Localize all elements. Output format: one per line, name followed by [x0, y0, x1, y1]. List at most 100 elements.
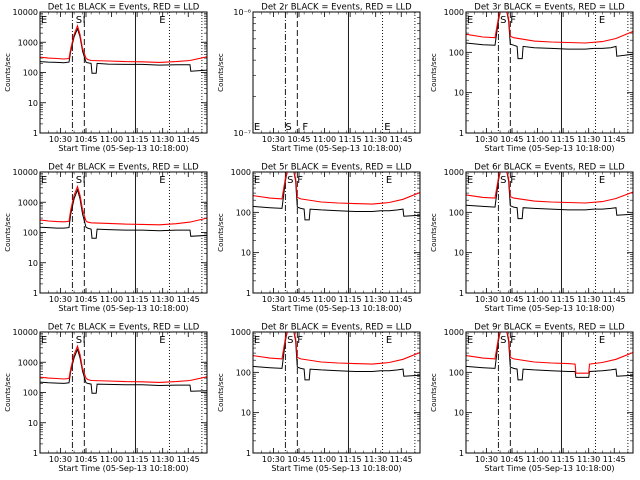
marker-letter: E — [254, 335, 260, 346]
series-group — [466, 12, 633, 60]
marker-letter: E — [386, 175, 392, 186]
x-tick-label: 10:45 — [74, 455, 97, 464]
x-tick-label: 10:30 — [49, 295, 72, 304]
y-tick-label: 100 — [449, 368, 464, 377]
y-tick-label: 1 — [459, 129, 464, 138]
x-tick-label: 11:45 — [390, 135, 413, 144]
x-tick-label: 10:45 — [287, 295, 310, 304]
y-tick-label: 1000 — [231, 328, 251, 337]
y-tick-label: 10000 — [13, 8, 38, 17]
x-tick-label: 11:15 — [339, 455, 362, 464]
marker-letter: F — [297, 335, 303, 346]
panel-title: Det 1c BLACK = Events, RED = LLD — [48, 3, 200, 13]
detector-panel: Det 3r BLACK = Events, RED = LLD 1 10 100 10… — [430, 3, 634, 153]
panel-title: Det 2r BLACK = Events, RED = LLD — [261, 3, 412, 13]
x-tick-label: 10:45 — [500, 455, 523, 464]
marker-letter: E — [159, 175, 165, 186]
y-axis-label: Counts/sec — [430, 53, 438, 92]
detector-panel: Det 6r BLACK = Events, RED = LLD 1 10 100 10… — [430, 163, 634, 313]
x-tick-label: 11:15 — [126, 455, 149, 464]
marker-letter: E — [386, 335, 392, 346]
marker-letter: S — [76, 335, 82, 346]
x-tick-label: 11:45 — [390, 455, 413, 464]
events-series-line — [253, 172, 420, 221]
detector-panel: Det 8r BLACK = Events, RED = LLD 1 10 100 10… — [217, 323, 421, 473]
y-tick-label: 1 — [459, 289, 464, 298]
x-tick-label: 11:45 — [603, 295, 626, 304]
x-tick-label: 11:45 — [603, 455, 626, 464]
panel-title: Det 3r BLACK = Events, RED = LLD — [474, 3, 625, 13]
lld-series-line — [40, 184, 207, 226]
plot-frame — [252, 331, 421, 454]
lld-series-line — [40, 24, 207, 63]
marker-letter: E — [467, 335, 473, 346]
y-tick-label: 100 — [449, 208, 464, 217]
plot-frame — [252, 171, 421, 294]
y-tick-label: 100 — [23, 229, 38, 238]
lld-series-line — [253, 332, 420, 365]
x-tick-label: 10:45 — [500, 135, 523, 144]
y-axis-label: Counts/sec — [430, 213, 438, 252]
series-group — [253, 332, 420, 381]
marker-letter: E — [41, 15, 47, 26]
x-axis-label: Start Time (05-Sep-13 10:18:00) — [271, 144, 401, 153]
y-tick-label: 100 — [236, 208, 251, 217]
y-tick-label: 1 — [459, 449, 464, 458]
marker-letter: E — [467, 175, 473, 186]
y-tick-label: 100 — [23, 69, 38, 78]
lld-series-line — [466, 12, 633, 44]
x-tick-label: 11:15 — [126, 135, 149, 144]
plot-frame — [465, 11, 634, 134]
x-tick-label: 11:00 — [100, 295, 123, 304]
x-tick-label: 11:15 — [552, 295, 575, 304]
panel-title: Det 4r BLACK = Events, RED = LLD — [48, 163, 199, 173]
x-tick-label: 11:30 — [577, 295, 600, 304]
y-tick-label: 1 — [246, 289, 251, 298]
marker-letter: E — [41, 335, 47, 346]
marker-letter: E — [384, 122, 390, 133]
marker-letter: I — [83, 175, 86, 186]
x-tick-label: 11:30 — [364, 295, 387, 304]
y-axis-label: Counts/sec — [4, 213, 12, 252]
x-tick-label: 11:00 — [100, 135, 123, 144]
x-tick-label: 10:30 — [475, 295, 498, 304]
detector-panel: Det 5r BLACK = Events, RED = LLD 1 10 100 10… — [217, 163, 421, 313]
marker-letter: F — [510, 335, 516, 346]
events-series-line — [466, 12, 633, 60]
x-tick-label: 10:45 — [74, 295, 97, 304]
x-axis-label: Start Time (05-Sep-13 10:18:00) — [271, 464, 401, 473]
x-tick-label: 11:15 — [552, 135, 575, 144]
marker-letter: E — [254, 175, 260, 186]
lld-series-line — [466, 172, 633, 204]
x-axis-label: Start Time (05-Sep-13 10:18:00) — [58, 464, 188, 473]
y-axis-label: Counts/sec — [430, 373, 438, 412]
x-tick-label: 11:15 — [126, 295, 149, 304]
x-tick-label: 10:30 — [262, 455, 285, 464]
marker-letter: F — [510, 175, 516, 186]
x-tick-label: 10:45 — [287, 135, 310, 144]
y-tick-label: 100 — [23, 389, 38, 398]
detector-panel: Det 7c BLACK = Events, RED = LLD 1 10 100 10… — [4, 323, 208, 473]
marker-letter: S — [500, 175, 506, 186]
x-tick-label: 11:00 — [100, 455, 123, 464]
y-axis-label: Counts/sec — [4, 373, 12, 412]
y-tick-label: 1000 — [231, 168, 251, 177]
y-tick-label: 10 — [241, 249, 251, 258]
x-tick-label: 11:45 — [177, 455, 200, 464]
plot-frame — [39, 171, 208, 294]
y-tick-label: 10⁻⁷ — [233, 129, 251, 138]
x-tick-label: 11:30 — [364, 455, 387, 464]
detector-panel: Det 4r BLACK = Events, RED = LLD 1 10 100 10… — [4, 163, 208, 313]
y-axis-label: Counts/sec — [4, 53, 12, 92]
marker-letter: E — [599, 175, 605, 186]
x-tick-label: 11:45 — [390, 295, 413, 304]
x-tick-label: 10:30 — [262, 135, 285, 144]
panel-title: Det 7c BLACK = Events, RED = LLD — [48, 323, 200, 333]
y-tick-label: 1000 — [444, 8, 464, 17]
lld-series-line — [253, 172, 420, 205]
x-tick-label: 11:00 — [526, 455, 549, 464]
x-tick-label: 11:30 — [151, 455, 174, 464]
y-tick-label: 100 — [449, 48, 464, 57]
marker-letter: E — [159, 15, 165, 26]
